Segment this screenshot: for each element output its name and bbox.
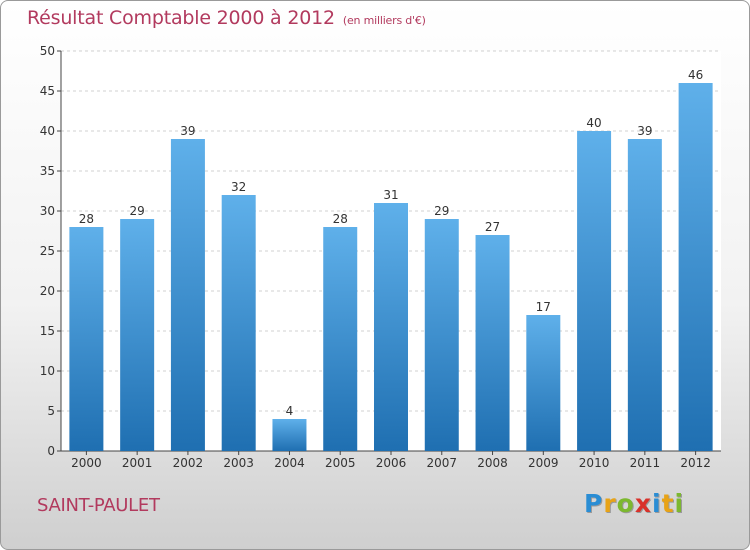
x-tick-label: 2003 [223,456,254,470]
y-tick-label: 30 [40,204,55,218]
logo-letter: t [661,489,675,518]
bar-value-label: 32 [231,180,246,194]
bar-value-label: 4 [286,404,294,418]
bar [678,83,713,451]
town-name: SAINT-PAULET [37,495,160,516]
bar [526,315,561,451]
x-tick-label: 2004 [274,456,305,470]
bar [374,203,408,451]
y-tick-label: 5 [47,404,55,418]
logo-letter: i [652,489,662,518]
x-tick-label: 2000 [71,456,102,470]
bar-value-label: 39 [637,124,652,138]
x-tick-label: 2008 [477,456,508,470]
x-tick-label: 2006 [376,456,407,470]
logo-letter: r [603,489,617,518]
bar-value-label: 31 [383,188,398,202]
y-tick-label: 25 [40,244,55,258]
bar-value-label: 27 [485,220,500,234]
y-tick-label: 10 [40,364,55,378]
bar [221,195,256,451]
proxiti-logo: Proxiti [584,489,684,518]
bar [323,227,358,451]
bar-value-label: 17 [536,300,551,314]
bar-value-label: 39 [180,124,195,138]
bar [170,139,205,451]
bar-value-label: 29 [130,204,145,218]
x-tick-label: 2002 [173,456,204,470]
bar [577,131,612,451]
logo-letter: o [616,489,635,518]
bar [120,219,155,451]
bar [272,419,307,451]
x-tick-label: 2005 [325,456,356,470]
y-tick-label: 20 [40,284,55,298]
x-tick-label: 2011 [630,456,661,470]
logo-letter: x [634,489,652,518]
unit-note: (en milliers d'€) [342,14,426,27]
y-tick-label: 50 [40,44,55,58]
x-tick-label: 2012 [680,456,711,470]
bar-value-label: 28 [333,212,348,226]
y-tick-label: 35 [40,164,55,178]
logo-letter: i [674,489,685,518]
y-tick-label: 15 [40,324,55,338]
x-tick-label: 2010 [579,456,610,470]
chart-title: Résultat Comptable 2000 à 2012 (en millie… [27,7,426,29]
x-tick-label: 2009 [528,456,559,470]
x-tick-label: 2007 [426,456,457,470]
bar-value-label: 40 [586,116,601,130]
bar [69,227,104,451]
bar [424,219,459,451]
y-tick-label: 45 [40,84,55,98]
bar [475,235,510,451]
title-text: Résultat Comptable 2000 à 2012 [27,7,335,29]
y-tick-label: 40 [40,124,55,138]
bar-value-label: 28 [79,212,94,226]
x-tick-label: 2001 [122,456,153,470]
bar-value-label: 46 [688,68,703,82]
bar [627,139,662,451]
logo-letter: P [584,489,604,518]
bar-value-label: 29 [434,204,449,218]
y-tick-label: 0 [47,444,55,458]
